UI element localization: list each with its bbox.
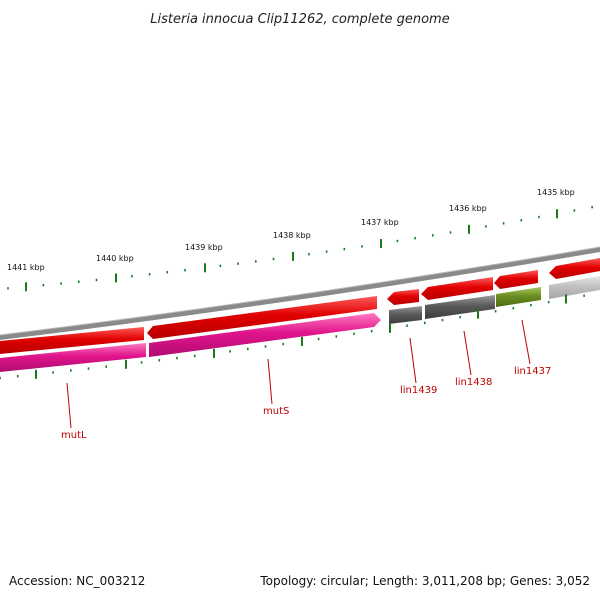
genome-backbone	[0, 247, 600, 340]
gene-lin1439-arrow[interactable]	[389, 306, 422, 324]
genome-summary-text: Topology: circular; Length: 3,011,208 bp…	[260, 574, 590, 588]
gene-labels	[66, 319, 531, 429]
gene-arrow[interactable]	[421, 277, 493, 300]
map-title: Listeria innocua Clip11262, complete gen…	[150, 12, 449, 27]
leader-line	[267, 358, 273, 405]
leader-line	[66, 382, 72, 429]
tick-label: 1439 kbp	[185, 243, 223, 252]
gene-arrow[interactable]	[494, 270, 538, 289]
forward-strand	[0, 258, 600, 354]
gene-mutL-arrow[interactable]	[0, 343, 146, 372]
accession-text: Accession: NC_003212	[9, 574, 146, 588]
genome-backbone-highlight	[0, 246, 600, 336]
tick-label: 1436 kbp	[449, 204, 487, 213]
upper-tick-row	[7, 205, 593, 292]
gene-mutS-arrow[interactable]	[149, 313, 381, 357]
tick-label: 1435 kbp	[537, 188, 575, 197]
leader-line	[409, 337, 417, 384]
leader-line	[521, 319, 531, 365]
leader-line	[463, 330, 472, 376]
gene-arrow[interactable]	[549, 258, 600, 279]
tick-label: 1440 kbp	[96, 254, 134, 263]
tick-label: 1438 kbp	[273, 231, 311, 240]
gene-label-lin1439: lin1439	[400, 385, 437, 396]
gene-label-lin1438: lin1438	[455, 377, 492, 388]
gene-label-mutS: mutS	[263, 406, 289, 417]
tick-label: 1441 kbp	[7, 263, 45, 272]
gene-arrow[interactable]	[549, 276, 600, 299]
upper-tick-labels: 1441 kbp 1440 kbp 1439 kbp 1438 kbp 1437…	[7, 188, 575, 272]
gene-lin1438-arrow[interactable]	[425, 295, 495, 319]
reverse-strand	[0, 276, 600, 372]
gene-label-lin1437: lin1437	[514, 366, 551, 377]
gene-lin1437-arrow[interactable]	[496, 287, 541, 307]
gene-arrow[interactable]	[0, 327, 144, 354]
lower-tick-row	[0, 294, 585, 380]
gene-label-mutL: mutL	[61, 430, 87, 441]
tick-label: 1437 kbp	[361, 218, 399, 227]
gene-arrow[interactable]	[147, 296, 377, 339]
gene-arrow[interactable]	[387, 289, 419, 305]
